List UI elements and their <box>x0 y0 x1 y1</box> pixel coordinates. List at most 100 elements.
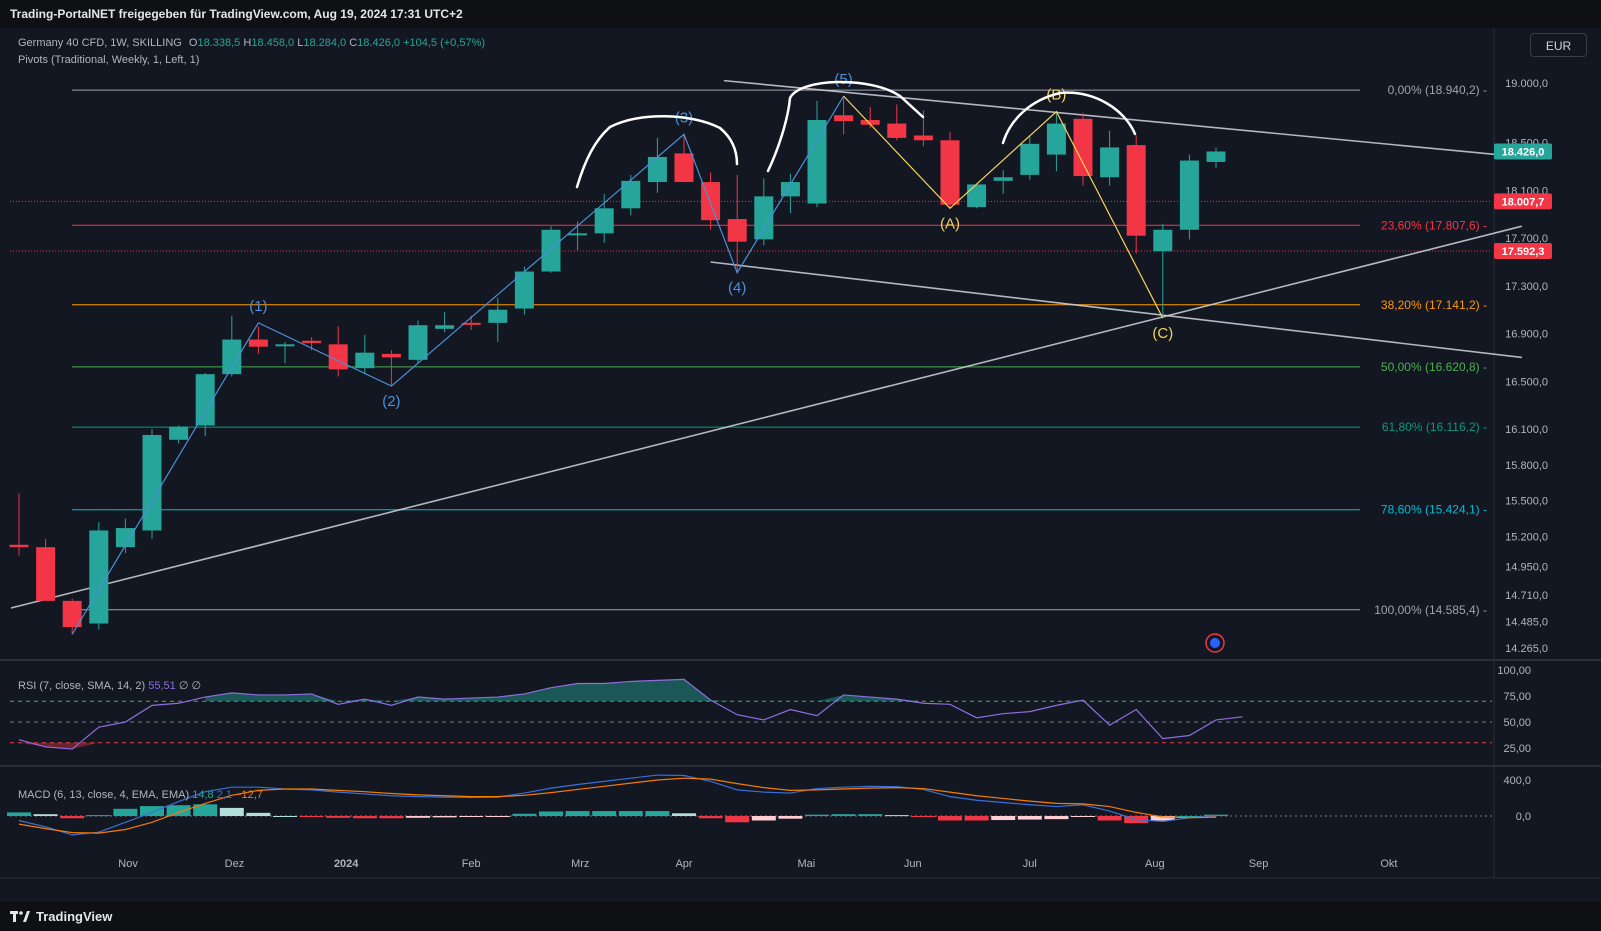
candle-body <box>967 184 987 208</box>
candle[interactable] <box>887 104 907 141</box>
candle[interactable] <box>1206 147 1226 169</box>
rsi-axis-tick: 50,00 <box>1503 717 1531 729</box>
candle[interactable] <box>940 131 960 209</box>
candle[interactable] <box>488 297 508 342</box>
chart-canvas[interactable]: 0,00% (18.940,2) - 23,60% (17.807,6) - 38,… <box>0 28 1601 902</box>
candle[interactable] <box>1126 135 1146 254</box>
hand-drawn-arc[interactable] <box>575 115 739 189</box>
candle[interactable] <box>408 320 428 364</box>
candle[interactable] <box>248 326 268 354</box>
time-axis-label: Okt <box>1380 858 1397 870</box>
high-value: 18.458,0 <box>251 37 295 49</box>
macd-histogram-bar <box>140 806 164 816</box>
candle[interactable] <box>754 178 774 246</box>
price-axis-tick: 16.900,0 <box>1505 329 1548 341</box>
candle-body <box>1020 143 1040 175</box>
candle[interactable] <box>89 522 109 630</box>
candle[interactable] <box>62 598 82 635</box>
candle[interactable] <box>1020 135 1040 180</box>
fib-level-label: 61,80% (16.116,2) - <box>1382 420 1487 434</box>
time-axis-label: Jul <box>1023 858 1037 870</box>
chart-area[interactable]: 0,00% (18.940,2) - 23,60% (17.807,6) - 38,… <box>0 28 1601 902</box>
candle-body <box>461 322 481 325</box>
hand-drawn-arc[interactable] <box>1001 91 1137 145</box>
candle-body <box>568 233 588 236</box>
candle-body <box>1206 151 1226 162</box>
candle[interactable] <box>1100 130 1120 186</box>
price-axis-tick: 16.500,0 <box>1505 376 1548 388</box>
macd-name[interactable]: MACD (6, 13, close, 4, EMA, EMA) <box>18 789 190 801</box>
price-axis-tick: 17.300,0 <box>1505 281 1548 293</box>
candle[interactable] <box>647 137 667 193</box>
candle-body <box>541 229 561 272</box>
candle[interactable] <box>1046 111 1066 172</box>
candle-body <box>887 123 907 138</box>
alert-icon[interactable] <box>1205 633 1225 653</box>
rsi-value: 55,51 <box>148 680 176 692</box>
wave-label: (5) <box>834 71 852 88</box>
candle[interactable] <box>1073 112 1093 186</box>
price-tag: 18.007,7 <box>1494 193 1552 210</box>
candle[interactable] <box>435 312 455 333</box>
wave-label: (A) <box>940 215 960 232</box>
rsi-axis-tick: 75,00 <box>1503 691 1531 703</box>
footer-brand[interactable]: TradingView <box>36 909 113 924</box>
candle-body <box>435 325 455 329</box>
candle[interactable] <box>36 538 56 601</box>
macd-histogram-bar <box>645 811 670 816</box>
price-axis-tick: 17.700,0 <box>1505 233 1548 245</box>
trend-line[interactable] <box>723 79 1522 158</box>
candle[interactable] <box>9 493 29 556</box>
candle[interactable] <box>1179 154 1199 240</box>
elliott-correction-wave[interactable] <box>843 95 1164 319</box>
trend-line[interactable] <box>10 225 1523 609</box>
macd-line[interactable] <box>18 774 1217 836</box>
candle-body <box>860 119 880 125</box>
candle[interactable] <box>115 518 135 554</box>
candle-body <box>355 352 375 369</box>
rsi-line[interactable] <box>18 678 1243 750</box>
candle-body <box>408 325 428 360</box>
tradingview-logo-icon[interactable] <box>10 911 30 922</box>
macd-histogram-bar <box>1177 816 1202 817</box>
candle[interactable] <box>142 429 162 539</box>
candle[interactable] <box>195 372 215 437</box>
macd-histogram-bar <box>618 811 643 816</box>
candle[interactable] <box>594 193 614 243</box>
pivots-indicator-name[interactable]: Pivots (Traditional, Weekly, 1, Left, 1) <box>18 54 200 66</box>
candle[interactable] <box>674 134 694 183</box>
candle-body <box>913 135 933 141</box>
price-legend: Germany 40 CFD, 1W, SKILLING O18.338,5 H… <box>18 35 485 69</box>
rsi-extra: ∅ ∅ <box>178 680 202 692</box>
candle[interactable] <box>727 174 747 273</box>
candle-body <box>1046 123 1066 155</box>
candle[interactable] <box>834 96 854 135</box>
trend-line[interactable] <box>710 261 1522 359</box>
candle-body <box>9 544 29 548</box>
candle[interactable] <box>621 174 641 216</box>
wave-label: (4) <box>728 280 746 297</box>
candle[interactable] <box>807 100 827 208</box>
candle[interactable] <box>275 341 295 364</box>
candle[interactable] <box>967 184 987 209</box>
wave-label: (2) <box>382 393 400 410</box>
macd-signal-value: −12,7 <box>235 789 263 801</box>
candle[interactable] <box>381 350 401 387</box>
candle[interactable] <box>993 170 1013 194</box>
macd-histogram-bar <box>246 812 271 816</box>
candle[interactable] <box>514 266 534 315</box>
candle[interactable] <box>355 334 375 375</box>
price-axis-tick: 15.800,0 <box>1505 460 1548 472</box>
currency-button[interactable]: EUR <box>1530 33 1587 57</box>
macd-signal-line[interactable] <box>18 777 1217 834</box>
hand-drawn-arc[interactable] <box>766 80 925 173</box>
candle[interactable] <box>169 425 189 444</box>
rsi-name[interactable]: RSI (7, close, SMA, 14, 2) <box>18 680 146 692</box>
time-axis-label: Aug <box>1145 858 1165 870</box>
alert-icon-ring <box>1205 633 1225 653</box>
candle[interactable] <box>1153 223 1173 319</box>
macd-histogram-bar <box>565 811 590 816</box>
candle-body <box>621 180 641 209</box>
elliott-impulse-wave[interactable] <box>71 95 845 635</box>
macd-histogram-bar <box>512 813 537 816</box>
